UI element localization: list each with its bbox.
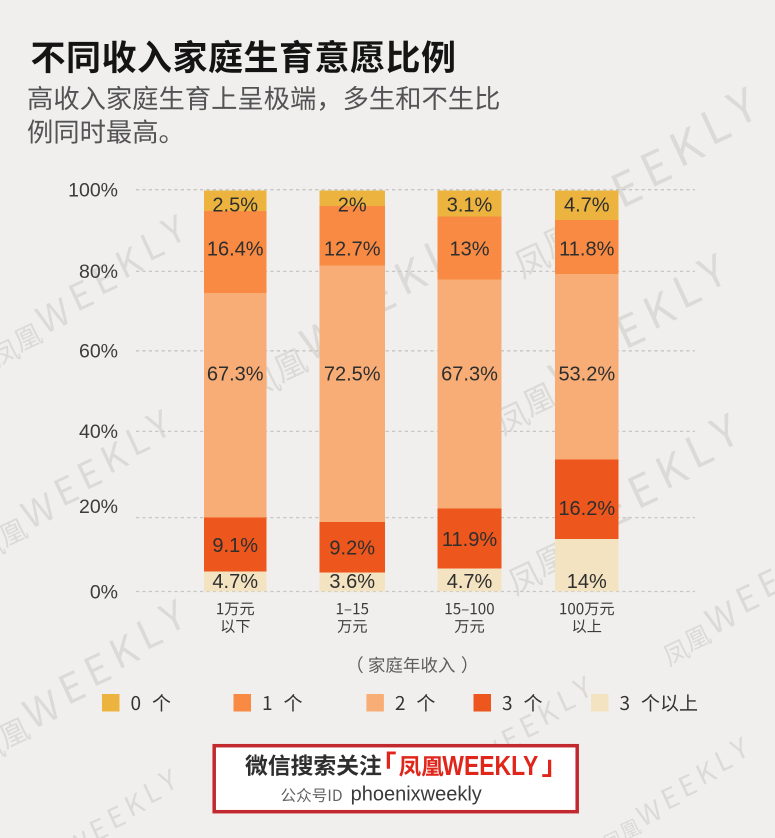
svg-text:14%: 14% [567, 571, 607, 593]
svg-text:60%: 60% [79, 341, 118, 363]
svg-text:20%: 20% [79, 496, 118, 518]
svg-text:4.7%: 4.7% [447, 571, 493, 593]
svg-text:3.6%: 3.6% [329, 571, 375, 593]
svg-text:9.1%: 9.1% [212, 535, 258, 557]
svg-text:13%: 13% [449, 239, 489, 261]
svg-text:67.3%: 67.3% [207, 364, 264, 386]
svg-text:4.7%: 4.7% [212, 571, 258, 593]
svg-text:16.2%: 16.2% [558, 498, 615, 520]
svg-text:2.5%: 2.5% [212, 195, 258, 217]
svg-text:67.3%: 67.3% [441, 364, 498, 386]
svg-text:16.4%: 16.4% [207, 239, 264, 261]
svg-text:WEEKLY: WEEKLY [442, 750, 538, 781]
svg-text:40%: 40% [79, 421, 118, 443]
svg-text:11.9%: 11.9% [442, 529, 497, 551]
svg-text:4.7%: 4.7% [564, 195, 610, 217]
svg-text:72.5%: 72.5% [324, 364, 381, 386]
svg-text:11.8%: 11.8% [559, 239, 614, 261]
svg-text:100%: 100% [68, 180, 118, 202]
svg-text:9.2%: 9.2% [329, 538, 375, 560]
svg-text:53.2%: 53.2% [558, 364, 615, 386]
svg-text:phoenixweekly: phoenixweekly [351, 784, 482, 806]
svg-text:0%: 0% [90, 581, 118, 603]
svg-text:2%: 2% [338, 195, 367, 217]
svg-text:80%: 80% [79, 261, 118, 283]
svg-text:12.7%: 12.7% [324, 239, 381, 261]
svg-text:3.1%: 3.1% [447, 195, 493, 217]
